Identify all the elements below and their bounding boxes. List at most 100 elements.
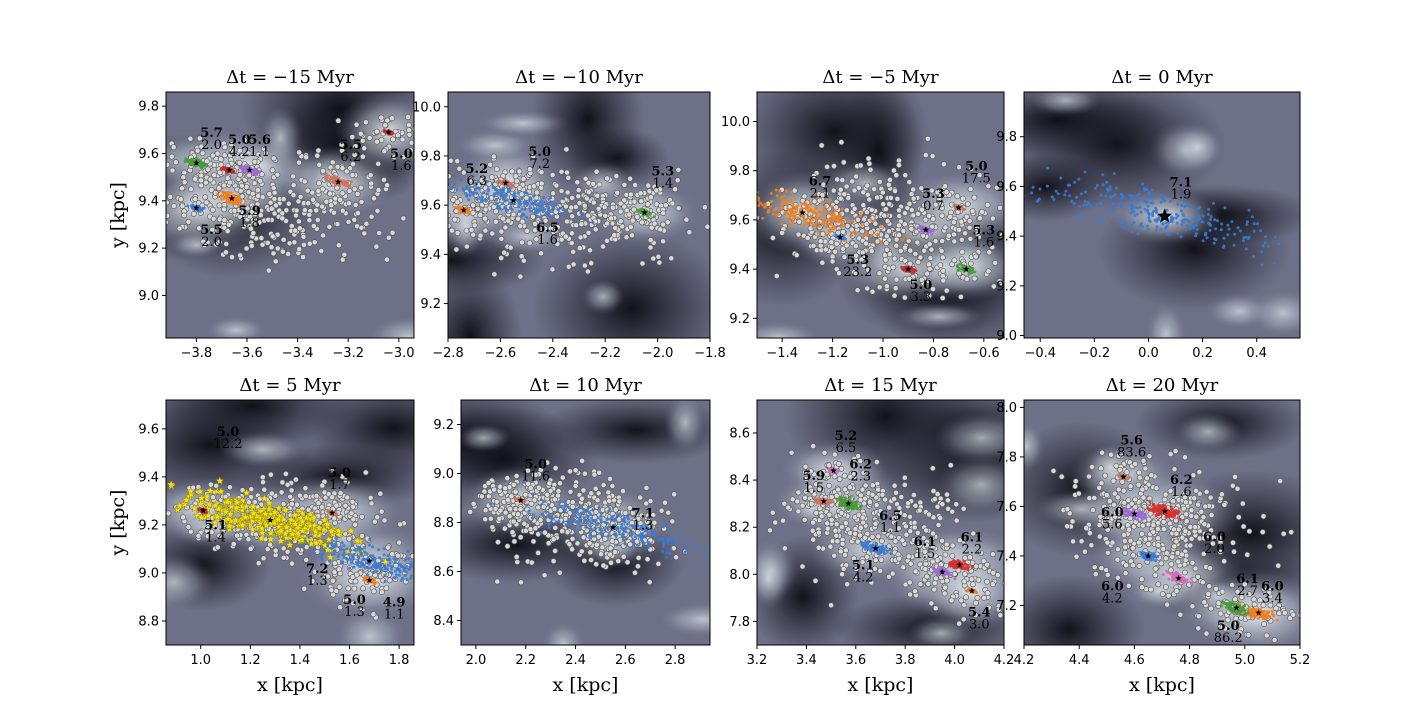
annotation-age: 1.1 (384, 608, 405, 623)
annotation-mass: 7.1 (631, 507, 654, 522)
axes-frame (1023, 399, 1301, 646)
x-tick-label: −1.2 (817, 346, 849, 361)
x-tick-label: 4.6 (1124, 653, 1145, 668)
annotation-mass: 5.3 (652, 165, 675, 180)
cluster-3 (362, 575, 377, 586)
annotation-mass: 5.7 (200, 126, 223, 141)
cluster-center-marker (820, 497, 827, 505)
x-tick-label: 1.8 (389, 653, 410, 668)
annotation-mass: 5.3 (847, 253, 870, 268)
annotation-age: 83.6 (1117, 446, 1146, 461)
annotation-age: 4.2 (229, 145, 250, 160)
annotation-age: 4.2 (1102, 592, 1123, 607)
cluster-center-marker (334, 178, 342, 185)
cluster-2 (1146, 500, 1182, 521)
cluster-5 (955, 262, 977, 276)
gas-density-map (1024, 400, 1300, 645)
gas-density-map (166, 400, 414, 645)
annotation-age: 3.0 (969, 618, 990, 633)
panel-1: 5.72.0 5.04.25.61.1 5.56.2 5.01.65.91.85.52… (107, 67, 415, 361)
annotation-age: 1.3 (344, 605, 365, 620)
y-tick-label: 9.8 (420, 149, 441, 164)
annotation-age: 12.2 (214, 437, 243, 452)
y-tick-label: 7.4 (996, 549, 1017, 564)
annotation-mass: 5.0 (1217, 619, 1240, 634)
x-tick-label: 3.4 (796, 653, 817, 668)
y-tick-label: 9.8 (996, 130, 1017, 145)
cluster-center-marker (1161, 507, 1169, 515)
panel-title: Δt = −15 Myr (226, 67, 354, 88)
y-tick-label: 9.4 (729, 263, 750, 278)
cluster-center-marker (938, 568, 946, 575)
y-tick-label: 9.8 (138, 100, 159, 115)
annotation-age: 1.6 (973, 236, 994, 251)
cluster-center-marker (228, 194, 236, 202)
annotation-age: 3.4 (1262, 592, 1283, 607)
x-tick-label: 0.0 (1138, 346, 1159, 361)
x-tick-label: 2.4 (565, 653, 586, 668)
panel-8: 5.683.66.21.66.05.66.02.06.12.7 6.03.46.0… (996, 375, 1311, 696)
cluster-1 (448, 178, 595, 224)
axes-frame (447, 91, 711, 339)
cluster-5 (326, 509, 338, 517)
panel-title: Δt = −10 Myr (515, 67, 643, 88)
annotation-age: 1.4 (205, 531, 226, 546)
cluster-center-marker (922, 226, 930, 233)
x-axis-label: x [kpc] (1129, 674, 1195, 696)
panel-title: Δt = 5 Myr (239, 375, 341, 396)
x-tick-label: 3.8 (895, 653, 916, 668)
annotation-mass: 6.0 (1101, 505, 1124, 520)
cluster-center-marker (193, 159, 200, 166)
x-tick-label: 0.4 (1246, 346, 1267, 361)
annotation-age: 1.1 (880, 521, 901, 536)
annotation-mass: 5.0 (390, 147, 413, 162)
annotation-age: 4.2 (853, 571, 874, 586)
cluster-center-marker (1157, 208, 1173, 223)
annotation-mass: 6.2 (1170, 473, 1193, 488)
y-tick-label: 7.6 (996, 500, 1017, 515)
x-tick-label: −2.8 (432, 346, 464, 361)
annotation-mass: 7.2 (306, 562, 329, 577)
x-tick-label: 5.2 (1290, 653, 1311, 668)
cluster-center-marker (955, 204, 962, 211)
x-tick-label: −0.8 (918, 346, 950, 361)
x-tick-label: 2.0 (466, 653, 487, 668)
y-tick-label: 9.2 (420, 297, 441, 312)
panel-title: Δt = 10 Myr (529, 375, 642, 396)
cluster-5 (1161, 569, 1193, 585)
annotation-age: 1.5 (803, 481, 824, 496)
cluster-center-marker (460, 206, 467, 213)
annotation-age: 2.3 (850, 469, 871, 484)
axes-frame (1023, 91, 1301, 339)
panel-6: 5.011.6 7.11.3 Δt = 10 Myr 2.0 2.2 2.4 2.6 2.8 8… (433, 375, 711, 696)
annotation-mass: 7.1 (1170, 175, 1193, 190)
x-tick-label: −2.0 (642, 346, 674, 361)
y-tick-label: 9.4 (420, 248, 441, 263)
annotation-mass: 5.9 (238, 204, 261, 219)
annotation-age: 2.0 (201, 235, 222, 250)
x-tick-label: −3.2 (332, 346, 364, 361)
y-tick-label: 8.2 (729, 521, 750, 536)
x-axis-label: x [kpc] (848, 674, 914, 696)
annotation-mass: 5.4 (968, 606, 991, 621)
cluster-center-marker (1175, 574, 1182, 581)
cluster-1 (1117, 473, 1131, 482)
cluster-center-marker (1144, 552, 1152, 559)
x-tick-label: −0.2 (1079, 346, 1111, 361)
y-tick-label: 9.0 (433, 467, 454, 482)
annotation-mass: 6.5 (536, 221, 559, 236)
cluster-6 (948, 559, 975, 572)
cluster-4 (636, 207, 656, 219)
x-tick-label: −3.0 (383, 346, 415, 361)
annotation-age: 6.3 (466, 174, 487, 189)
cluster-center-marker (366, 557, 373, 564)
y-tick-label: 9.6 (729, 213, 750, 228)
y-tick-label: 8.6 (433, 565, 454, 580)
annotation-mass: 5.9 (802, 469, 825, 484)
cluster-center-marker (872, 544, 879, 552)
axes-frame (756, 91, 1005, 339)
y-tick-label: 9.8 (729, 164, 750, 179)
cluster-center-marker (1120, 473, 1127, 480)
cluster-center-marker (266, 516, 274, 523)
